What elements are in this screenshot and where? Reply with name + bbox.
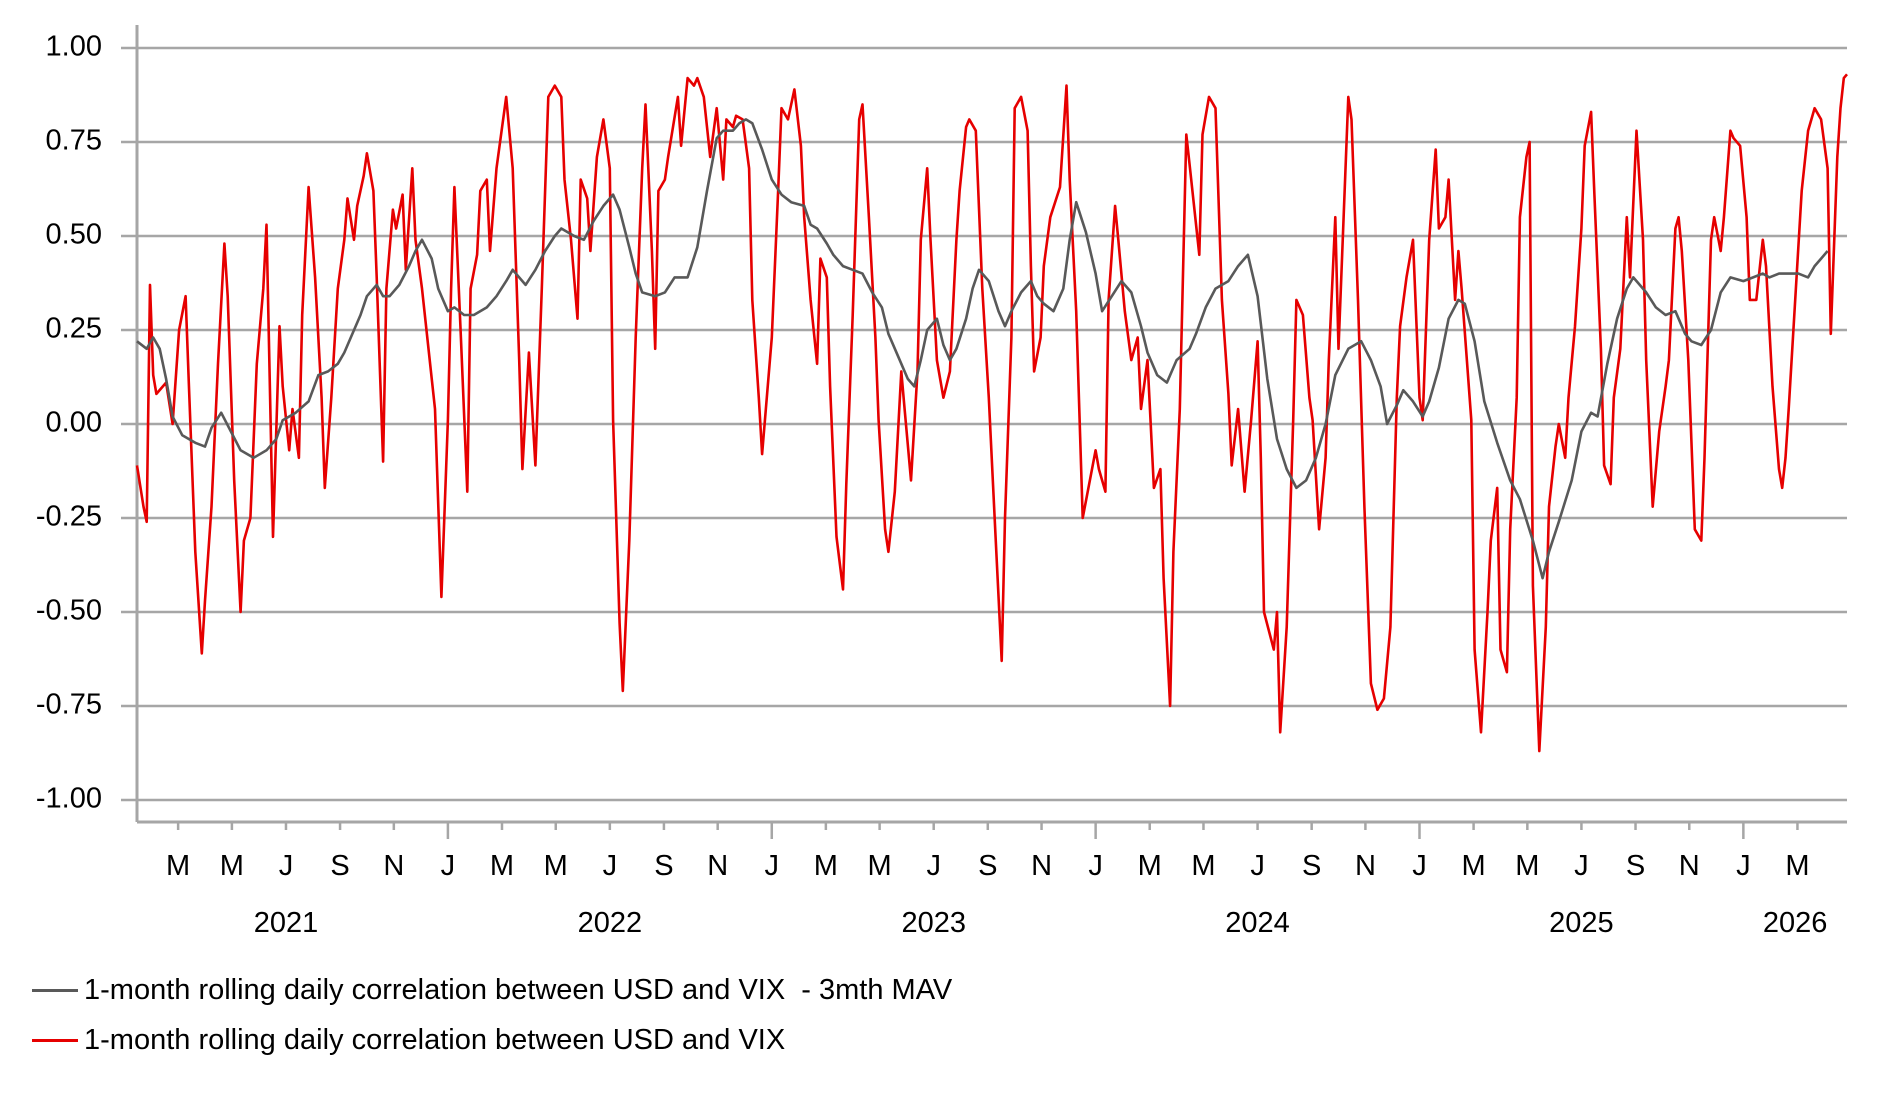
- x-month-label: S: [1626, 850, 1645, 882]
- y-tick-label: 0.25: [46, 313, 102, 345]
- x-month-label: J: [1736, 850, 1751, 882]
- y-tick-label: -1.00: [36, 783, 102, 815]
- x-month-label: J: [1574, 850, 1589, 882]
- y-tick-label: 0.00: [46, 407, 102, 439]
- x-month-label: M: [1785, 850, 1809, 882]
- x-year-label: 2026: [1763, 907, 1828, 939]
- x-year-label: 2021: [254, 907, 319, 939]
- y-tick-label: -0.25: [36, 501, 102, 533]
- y-tick-label: 1.00: [46, 31, 102, 63]
- y-axis-tick-labels: 1.00 0.75 0.50 0.25 0.00 -0.25 -0.50 -0.75 -1.00: [36, 31, 102, 815]
- x-month-label: S: [330, 850, 349, 882]
- x-month-label: M: [220, 850, 244, 882]
- x-month-label: J: [603, 850, 618, 882]
- x-month-label: S: [654, 850, 673, 882]
- x-month-label: M: [1461, 850, 1485, 882]
- series-line-correlation: [135, 73, 1848, 753]
- x-month-label: J: [926, 850, 941, 882]
- gridlines: [121, 46, 1847, 802]
- x-month-label: M: [544, 850, 568, 882]
- x-year-label: 2024: [1225, 907, 1290, 939]
- x-month-label: J: [441, 850, 456, 882]
- y-tick-label: -0.75: [36, 689, 102, 721]
- axes: [135, 25, 1847, 824]
- x-month-label: M: [814, 850, 838, 882]
- y-tick-label: 0.50: [46, 219, 102, 251]
- x-month-label: N: [707, 850, 728, 882]
- legend-swatch-mav: [32, 989, 78, 992]
- x-month-label: J: [1088, 850, 1103, 882]
- x-month-label: M: [1515, 850, 1539, 882]
- x-month-label: J: [279, 850, 294, 882]
- x-month-label: M: [490, 850, 514, 882]
- legend-item-correlation: 1-month rolling daily correlation betwee…: [32, 1024, 785, 1057]
- x-month-label: N: [1679, 850, 1700, 882]
- legend-item-mav: 1-month rolling daily correlation betwee…: [32, 974, 952, 1007]
- x-year-label: 2022: [578, 907, 643, 939]
- y-tick-label: -0.50: [36, 595, 102, 627]
- x-month-label: N: [383, 850, 404, 882]
- x-year-label: 2023: [901, 907, 966, 939]
- series-lines: [135, 73, 1848, 753]
- legend-swatch-correlation: [32, 1039, 78, 1042]
- x-month-label: J: [1250, 850, 1265, 882]
- x-month-label: S: [1302, 850, 1321, 882]
- legend-label-mav: 1-month rolling daily correlation betwee…: [84, 974, 953, 1006]
- x-month-label: N: [1031, 850, 1052, 882]
- legend-label-correlation: 1-month rolling daily correlation betwee…: [84, 1024, 786, 1056]
- x-month-label: S: [978, 850, 997, 882]
- y-tick-label: 0.75: [46, 125, 102, 157]
- series-line-mav: [136, 118, 1829, 580]
- x-month-label: M: [1191, 850, 1215, 882]
- x-month-label: M: [166, 850, 190, 882]
- x-month-label: N: [1355, 850, 1376, 882]
- x-year-label: 2025: [1549, 907, 1614, 939]
- x-month-label: M: [868, 850, 892, 882]
- x-month-label: J: [765, 850, 780, 882]
- x-month-label: M: [1138, 850, 1162, 882]
- x-month-label: J: [1412, 850, 1427, 882]
